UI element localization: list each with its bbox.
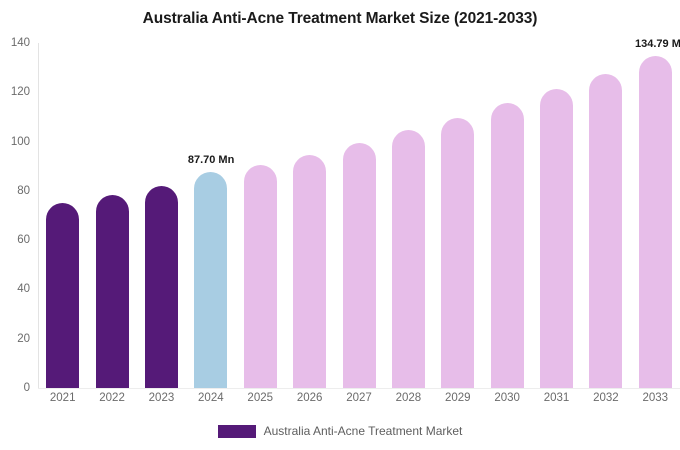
bar-2029[interactable] [441, 117, 475, 388]
plot-area: 0 20 40 60 80 100 120 140 [11, 37, 680, 394]
legend-label: Australia Anti-Acne Treatment Market [263, 424, 463, 438]
y-tick-label: 0 [23, 382, 30, 394]
x-tick-label: 2022 [99, 392, 125, 404]
x-tick-label: 2029 [444, 392, 471, 404]
y-axis-line [38, 43, 39, 389]
bar-2032[interactable] [589, 74, 623, 388]
x-tick-label: 2024 [198, 392, 224, 404]
bar-2024[interactable] [194, 171, 228, 388]
x-tick-label: 2032 [593, 392, 619, 404]
bar-2026[interactable] [293, 155, 327, 388]
bar-2031[interactable] [540, 89, 574, 388]
x-tick-label: 2026 [296, 392, 323, 404]
bar-2025[interactable] [243, 164, 277, 388]
x-tick-label: 2028 [395, 392, 422, 404]
legend-swatch [217, 424, 256, 438]
y-tick-label: 20 [17, 332, 30, 345]
bar-2021[interactable] [46, 203, 80, 388]
y-tick-label: 60 [17, 234, 30, 247]
x-tick-label: 2031 [543, 392, 570, 404]
y-tick-label: 140 [10, 37, 30, 49]
y-tick-label: 40 [17, 283, 30, 296]
x-tick-label: 2025 [247, 392, 274, 404]
bar-2022[interactable] [95, 195, 129, 388]
chart-legend: Australia Anti-Acne Treatment Market [0, 424, 680, 438]
x-tick-label: 2027 [346, 392, 372, 404]
y-tick-label: 100 [10, 135, 30, 148]
x-tick-label: 2023 [148, 392, 175, 404]
y-tick-label: 80 [17, 184, 30, 197]
x-axis-baseline [38, 388, 680, 389]
bar-2030[interactable] [490, 103, 524, 388]
data-label-2033: 134.79 Mn [635, 37, 680, 50]
x-tick-label: 2021 [49, 392, 76, 404]
bar-2023[interactable] [144, 185, 178, 388]
data-label-2024: 87.70 Mn [187, 153, 235, 166]
chart-title: Australia Anti-Acne Treatment Market Siz… [142, 10, 538, 27]
bar-2028[interactable] [391, 130, 425, 388]
bar-2033[interactable] [638, 55, 672, 388]
bar-2027[interactable] [342, 142, 376, 388]
y-tick-label: 120 [10, 86, 30, 99]
x-tick-label: 2030 [494, 392, 520, 404]
x-tick-label: 2033 [642, 392, 669, 404]
